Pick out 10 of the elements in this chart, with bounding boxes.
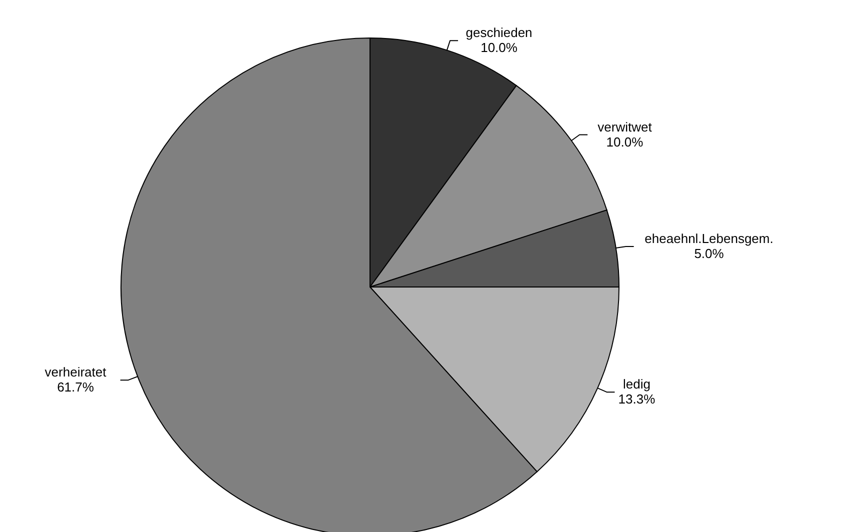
data-label: 13.3% xyxy=(618,392,656,407)
slice-label: ledig xyxy=(622,376,650,392)
slice-label: geschieden xyxy=(466,25,532,40)
data-label: 10.0% xyxy=(480,40,518,56)
data-label: 61.7% xyxy=(57,380,94,395)
slice-label: verwitwet xyxy=(598,119,652,134)
data-label: 5.0% xyxy=(694,246,724,261)
slice-label: verheiratet xyxy=(44,364,107,380)
slice-label: eheaehnl.Lebensgem. xyxy=(644,230,774,246)
data-label: 10.0% xyxy=(606,134,644,150)
